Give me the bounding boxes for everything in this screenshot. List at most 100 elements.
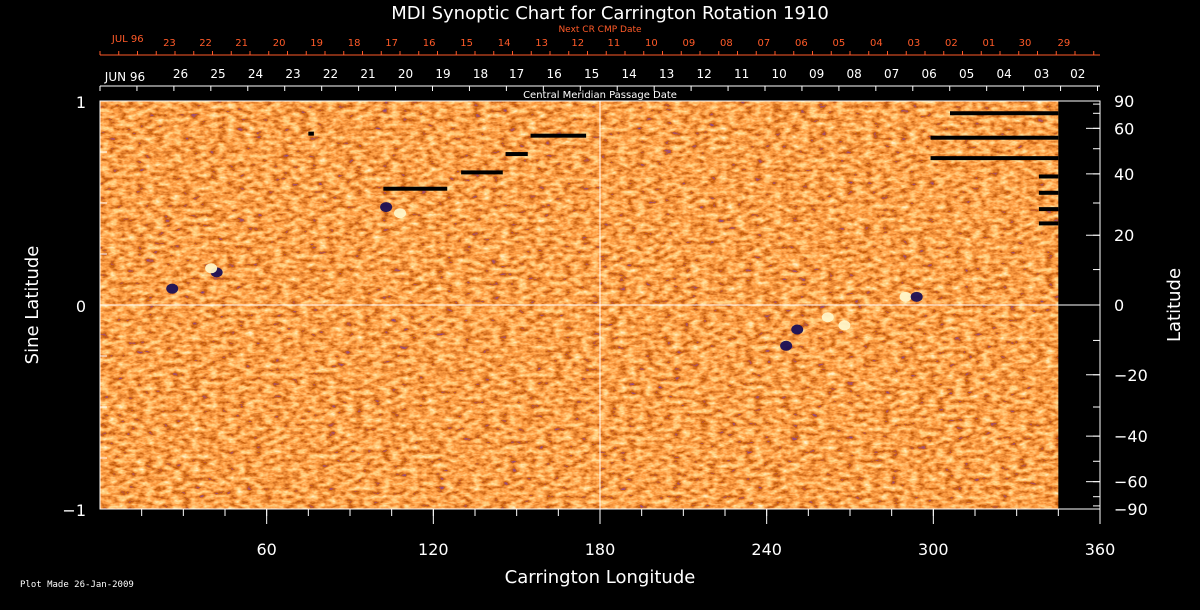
- x-axis-label: Carrington Longitude: [505, 567, 696, 588]
- next-cmp-date-label: 03: [908, 38, 921, 49]
- cmp-date-label: 23: [285, 67, 300, 81]
- next-cmp-date-label: 06: [795, 38, 808, 49]
- next-cmp-date-label: 18: [348, 38, 361, 49]
- next-cmp-month-label: JUL 96: [111, 34, 144, 45]
- y-right-tick-label: −90: [1114, 500, 1148, 519]
- y-right-tick-label: 60: [1114, 119, 1134, 138]
- next-cmp-date-label: 09: [683, 38, 696, 49]
- active-region-positive: [838, 320, 851, 331]
- plot-made-note: Plot Made 26-Jan-2009: [20, 580, 134, 590]
- active-region-positive: [394, 208, 406, 219]
- y-right-tick-label: −20: [1114, 366, 1148, 385]
- data-gap: [950, 111, 1059, 116]
- data-gap: [930, 156, 1059, 161]
- x-tick-label: 180: [585, 540, 616, 559]
- next-cmp-date-label: 13: [535, 38, 548, 49]
- x-tick-label: 120: [418, 540, 449, 559]
- next-cmp-date-label: 22: [199, 38, 212, 49]
- y-axis-label-right: Latitude: [1164, 268, 1185, 342]
- x-tick-label: 60: [256, 540, 276, 559]
- active-region-negative: [166, 283, 179, 294]
- cmp-date-label: 18: [473, 67, 488, 81]
- active-region-negative: [780, 340, 793, 351]
- next-cmp-date-label: 21: [235, 38, 248, 49]
- x-tick-label: 360: [1085, 540, 1116, 559]
- cmp-date-label: 09: [809, 67, 824, 81]
- next-cmp-date-label: 05: [833, 38, 846, 49]
- cmp-date-label: 02: [1070, 67, 1085, 81]
- cmp-date-label: 07: [884, 67, 899, 81]
- cmp-date-label: 04: [997, 67, 1012, 81]
- cmp-axis-title: Central Meridian Passage Date: [523, 90, 677, 101]
- y-axis-label-left: Sine Latitude: [22, 246, 43, 365]
- cmp-date-label: 08: [847, 67, 862, 81]
- cmp-date-label: 16: [547, 67, 562, 81]
- active-regions: [166, 202, 923, 351]
- cmp-date-label: 21: [360, 67, 375, 81]
- data-gap: [308, 131, 314, 136]
- next-cmp-axis-title: Next CR CMP Date: [558, 25, 642, 35]
- y-right-tick-label: 0: [1114, 296, 1124, 315]
- data-gaps: [308, 111, 1059, 226]
- next-cmp-date-label: 16: [423, 38, 436, 49]
- next-cmp-date-label: 17: [385, 38, 398, 49]
- cmp-date-label: 11: [734, 67, 749, 81]
- active-region-negative: [910, 291, 923, 302]
- data-gap: [461, 170, 503, 175]
- axes: 60 120 180 240 300 36010−1906040200−20−40−60−…: [62, 34, 1147, 559]
- x-tick-label: 300: [918, 540, 949, 559]
- cmp-date-label: 03: [1034, 67, 1049, 81]
- y-left-tick-label: 0: [76, 297, 86, 316]
- y-left-tick-label: 1: [76, 93, 86, 112]
- next-cmp-date-label: 01: [983, 38, 996, 49]
- next-cmp-date-label: 19: [310, 38, 323, 49]
- cmp-date-label: 10: [772, 67, 787, 81]
- next-cmp-date-label: 14: [498, 38, 511, 49]
- data-gap: [930, 135, 1059, 140]
- x-tick-label: 240: [751, 540, 782, 559]
- data-gap: [383, 186, 448, 191]
- y-right-tick-label: 40: [1114, 165, 1134, 184]
- next-cmp-date-label: 08: [720, 38, 733, 49]
- y-right-tick-label: 90: [1114, 92, 1134, 111]
- next-cmp-date-label: 12: [571, 38, 584, 49]
- active-region-positive: [899, 291, 912, 302]
- cmp-date-label: 22: [323, 67, 338, 81]
- data-gap: [1038, 190, 1059, 195]
- next-cmp-date-label: 07: [758, 38, 771, 49]
- cmp-date-label: 19: [435, 67, 450, 81]
- active-region-negative: [380, 202, 393, 213]
- active-region-positive: [205, 263, 218, 274]
- next-cmp-date-label: 23: [163, 38, 176, 49]
- y-right-tick-label: −40: [1114, 427, 1148, 446]
- y-right-tick-label: 20: [1114, 226, 1134, 245]
- cmp-date-label: 15: [584, 67, 599, 81]
- next-cmp-date-label: 04: [870, 38, 883, 49]
- cmp-date-label: 14: [622, 67, 637, 81]
- data-gap: [1038, 207, 1059, 212]
- cmp-date-label: 06: [922, 67, 937, 81]
- next-cmp-date-label: 30: [1019, 38, 1032, 49]
- data-gap: [1038, 174, 1059, 179]
- data-gap: [1038, 221, 1059, 226]
- next-cmp-date-label: 11: [608, 38, 621, 49]
- chart-title: MDI Synoptic Chart for Carrington Rotati…: [391, 3, 829, 24]
- cmp-date-label: 17: [509, 67, 524, 81]
- cmp-date-label: 13: [659, 67, 674, 81]
- cmp-date-label: 12: [697, 67, 712, 81]
- data-gap: [505, 152, 528, 157]
- next-cmp-date-label: 02: [945, 38, 958, 49]
- cmp-date-label: 20: [398, 67, 413, 81]
- next-cmp-date-label: 15: [460, 38, 473, 49]
- y-right-tick-label: −60: [1114, 473, 1148, 492]
- next-cmp-date-label: 10: [645, 38, 658, 49]
- next-cmp-date-label: 20: [273, 38, 286, 49]
- cmp-month-label: JUN 96: [104, 70, 145, 84]
- cmp-date-label: 26: [173, 67, 188, 81]
- cmp-date-label: 25: [210, 67, 225, 81]
- active-region-negative: [791, 324, 804, 335]
- active-region-positive: [821, 312, 834, 323]
- data-gap: [530, 133, 587, 138]
- cmp-date-label: 05: [959, 67, 974, 81]
